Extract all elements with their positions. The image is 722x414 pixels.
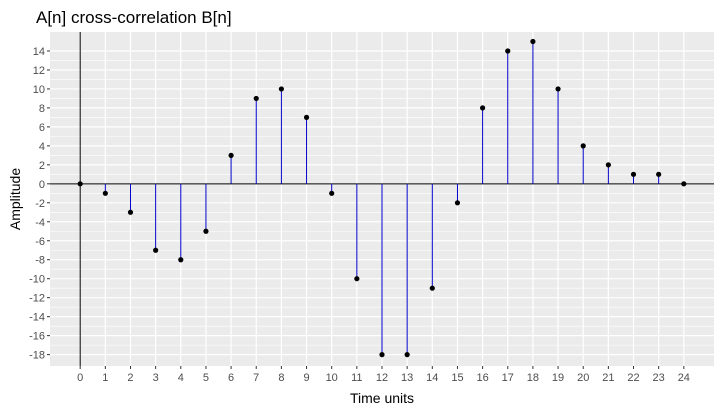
data-point	[278, 86, 284, 92]
y-tick-label: -16	[29, 331, 45, 343]
x-tick-label: 24	[678, 372, 690, 384]
y-tick-label: -8	[35, 255, 45, 267]
x-tick-label: 5	[203, 372, 209, 384]
data-point	[379, 352, 385, 358]
x-tick-label: 6	[228, 372, 234, 384]
x-tick-label: 12	[376, 372, 388, 384]
y-tick-label: -10	[29, 274, 45, 286]
x-axis-ticks: 0 1 2 3 4 5 6 7 8 9 10 11 12 13 14 15 16 17 18 19 20 21 22 23 24	[77, 366, 690, 384]
x-tick-label: 16	[476, 372, 488, 384]
y-tick-label: 4	[39, 141, 45, 153]
data-point	[630, 171, 637, 177]
x-tick-label: 11	[351, 372, 362, 384]
x-tick-label: 20	[577, 372, 589, 384]
x-tick-label: 21	[602, 372, 614, 384]
x-tick-label: 13	[401, 372, 413, 384]
x-axis-title: Time units	[350, 390, 414, 406]
y-tick-label: 14	[33, 46, 45, 58]
x-tick-label: 23	[653, 372, 665, 384]
y-tick-label: 6	[39, 122, 45, 134]
y-tick-label: -14	[29, 312, 45, 324]
data-point	[153, 247, 159, 253]
y-axis-ticks: -18 -16 -14 -12 -10 -8 -6 -4 -2 0 2 4 6 8 10 12 14	[29, 46, 50, 362]
data-point	[77, 181, 83, 187]
data-point	[454, 200, 461, 206]
y-tick-label: -2	[35, 198, 45, 210]
y-tick-label: -4	[35, 217, 45, 229]
data-point	[178, 257, 184, 263]
data-point	[303, 114, 310, 120]
x-tick-label: 3	[153, 372, 159, 384]
data-point	[203, 228, 209, 234]
point-layer	[77, 38, 687, 358]
chart-title: A[n] cross-correlation B[n]	[36, 8, 232, 27]
y-tick-label: -18	[29, 350, 45, 362]
data-point	[605, 162, 611, 168]
x-tick-label: 4	[178, 372, 184, 384]
data-point	[329, 190, 335, 196]
x-tick-label: 9	[303, 372, 309, 384]
x-tick-label: 2	[127, 372, 133, 384]
data-point	[127, 209, 134, 215]
data-point	[681, 181, 687, 187]
data-point	[656, 171, 662, 177]
x-tick-label: 0	[77, 372, 83, 384]
y-tick-label: 12	[33, 65, 45, 77]
x-tick-label: 18	[527, 372, 539, 384]
x-tick-label: 10	[326, 372, 338, 384]
y-tick-label: -12	[29, 293, 45, 305]
data-point	[530, 38, 536, 45]
x-tick-label: 19	[552, 372, 564, 384]
data-point	[580, 143, 586, 149]
data-point	[354, 276, 360, 282]
y-tick-label: 10	[33, 84, 45, 96]
x-tick-label: 22	[627, 372, 639, 384]
data-point	[555, 86, 561, 92]
data-point	[404, 352, 410, 358]
data-point	[429, 285, 435, 291]
y-tick-label: 8	[39, 103, 45, 115]
y-axis-title: Amplitude	[7, 168, 23, 230]
y-tick-label: 2	[39, 160, 45, 172]
data-point	[480, 105, 486, 111]
x-tick-label: 14	[426, 372, 438, 384]
x-tick-label: 7	[253, 372, 259, 384]
x-tick-label: 1	[102, 372, 108, 384]
data-point	[253, 95, 259, 102]
data-point	[102, 190, 108, 196]
x-tick-label: 17	[502, 372, 514, 384]
y-tick-label: 0	[39, 179, 45, 191]
data-point	[505, 48, 511, 54]
data-point	[228, 152, 234, 158]
x-tick-label: 8	[278, 372, 284, 384]
x-tick-label: 15	[451, 372, 463, 384]
y-tick-label: -6	[35, 236, 45, 248]
